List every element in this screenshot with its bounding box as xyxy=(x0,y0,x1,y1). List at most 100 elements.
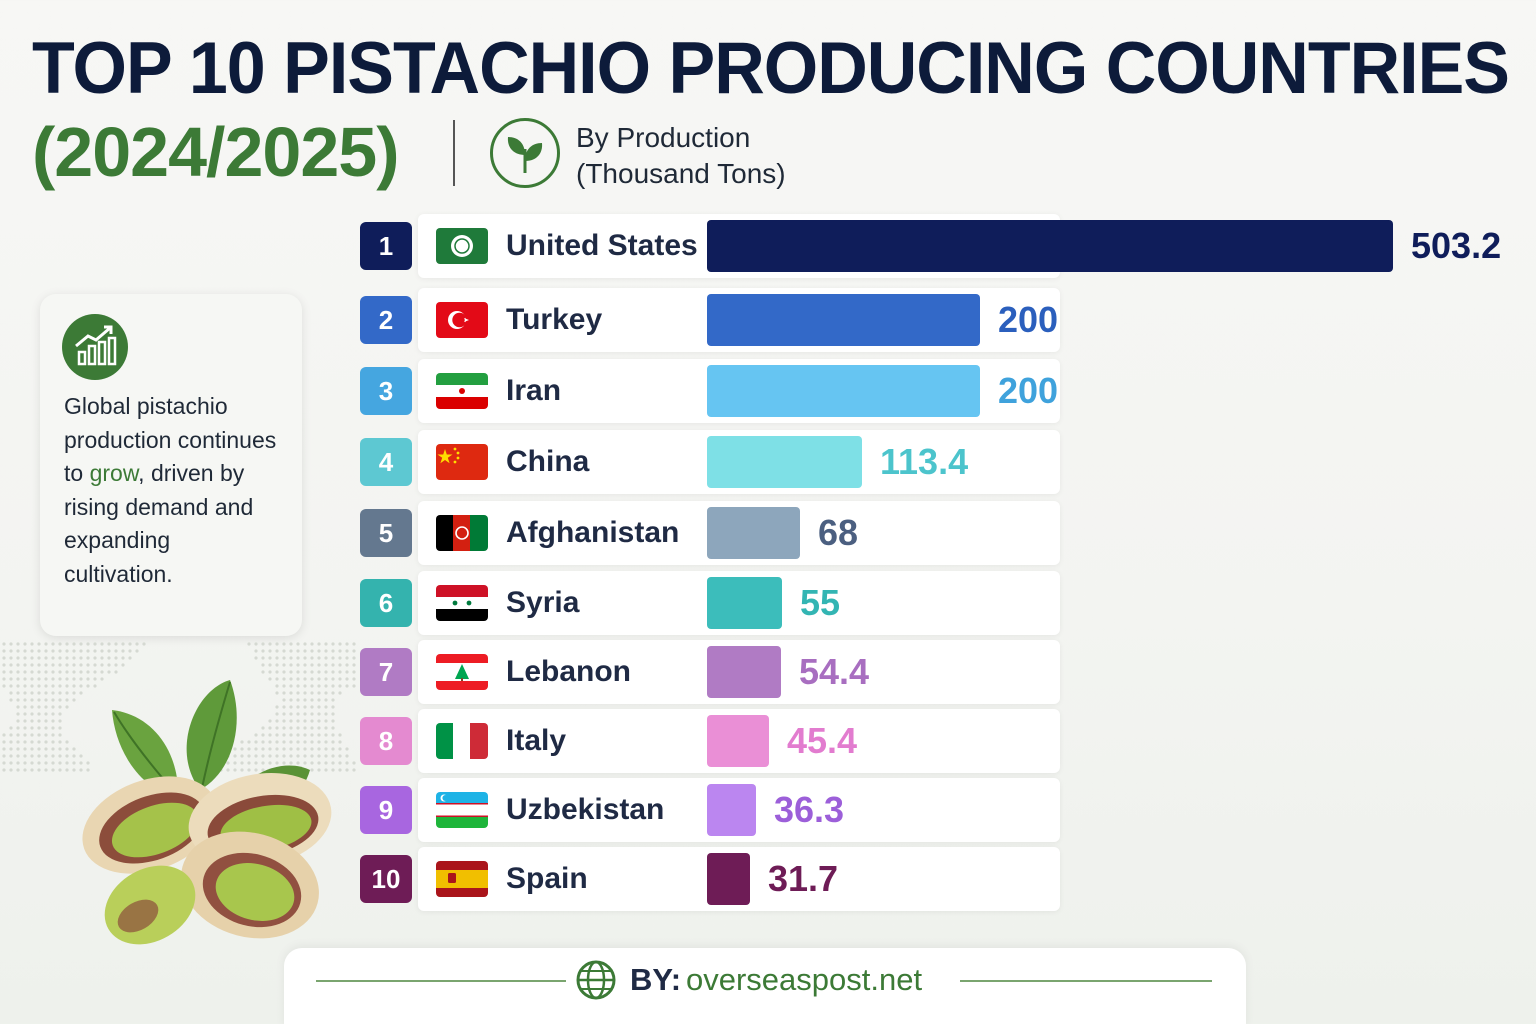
chart-row-italy: 8 Italy 45.4 xyxy=(360,709,1530,773)
map-dot xyxy=(86,768,90,772)
map-dot xyxy=(23,642,27,646)
map-dot xyxy=(51,754,55,758)
map-dot xyxy=(16,712,20,716)
map-dot xyxy=(310,677,314,681)
map-dot xyxy=(100,677,104,681)
map-dot xyxy=(58,712,62,716)
map-dot xyxy=(79,754,83,758)
map-dot xyxy=(331,726,335,730)
map-dot xyxy=(79,684,83,688)
chart-row-china: 4 China 113.4 xyxy=(360,430,1530,494)
map-dot xyxy=(310,684,314,688)
map-dot xyxy=(121,649,125,653)
map-dot xyxy=(289,691,293,695)
map-dot xyxy=(9,656,13,660)
flag-syria-icon xyxy=(436,585,488,621)
chart-row-iran: 3 Iran 200 xyxy=(360,359,1530,423)
map-dot xyxy=(303,754,307,758)
map-dot xyxy=(289,747,293,751)
map-dot xyxy=(289,719,293,723)
footer-site-link[interactable]: overseaspost.net xyxy=(686,962,923,997)
chart-row-turkey: 2 Turkey 200 xyxy=(360,288,1530,352)
map-dot xyxy=(233,761,237,765)
map-dot xyxy=(289,670,293,674)
map-dot xyxy=(2,684,6,688)
map-dot xyxy=(44,726,48,730)
map-dot xyxy=(275,733,279,737)
map-dot xyxy=(121,663,125,667)
map-dot xyxy=(345,677,349,681)
map-dot xyxy=(51,642,55,646)
map-dot xyxy=(65,698,69,702)
map-dot xyxy=(282,642,286,646)
map-dot xyxy=(310,768,314,772)
map-dot xyxy=(16,768,20,772)
map-dot xyxy=(65,670,69,674)
map-dot xyxy=(16,642,20,646)
map-dot xyxy=(310,670,314,674)
map-dot xyxy=(30,677,34,681)
map-dot xyxy=(44,768,48,772)
map-dot xyxy=(2,663,6,667)
map-dot xyxy=(282,677,286,681)
map-dot xyxy=(254,642,258,646)
map-dot xyxy=(121,656,125,660)
flag-afghanistan-icon xyxy=(436,515,488,551)
map-dot xyxy=(44,691,48,695)
map-dot xyxy=(65,642,69,646)
map-dot xyxy=(44,642,48,646)
map-dot xyxy=(261,754,265,758)
country-label: Turkey xyxy=(506,303,603,336)
map-dot xyxy=(100,642,104,646)
map-dot xyxy=(58,747,62,751)
chart-row-united-states: 1 United States 503.2 xyxy=(360,214,1530,278)
map-dot xyxy=(93,656,97,660)
map-dot xyxy=(296,719,300,723)
map-dot xyxy=(16,761,20,765)
map-dot xyxy=(282,740,286,744)
map-dot xyxy=(352,642,356,646)
map-dot xyxy=(107,649,111,653)
map-dot xyxy=(331,649,335,653)
map-dot xyxy=(254,656,258,660)
map-dot xyxy=(275,712,279,716)
map-dot xyxy=(261,649,265,653)
map-dot xyxy=(58,670,62,674)
map-dot xyxy=(310,719,314,723)
map-dot xyxy=(44,733,48,737)
map-dot xyxy=(317,733,321,737)
map-dot xyxy=(282,656,286,660)
map-dot xyxy=(261,768,265,772)
map-dot xyxy=(338,656,342,660)
map-dot xyxy=(247,754,251,758)
map-dot xyxy=(44,705,48,709)
map-dot xyxy=(324,761,328,765)
map-dot xyxy=(268,740,272,744)
map-dot xyxy=(331,733,335,737)
map-dot xyxy=(268,726,272,730)
map-dot xyxy=(268,747,272,751)
map-dot xyxy=(317,740,321,744)
map-dot xyxy=(324,768,328,772)
map-dot xyxy=(93,649,97,653)
map-dot xyxy=(30,768,34,772)
map-dot xyxy=(296,754,300,758)
map-dot xyxy=(282,649,286,653)
map-dot xyxy=(345,663,349,667)
map-dot xyxy=(93,663,97,667)
map-dot xyxy=(275,761,279,765)
map-dot xyxy=(317,670,321,674)
map-dot xyxy=(317,726,321,730)
map-dot xyxy=(72,684,76,688)
chart-row-lebanon: 7 Lebanon 54.4 xyxy=(360,640,1530,704)
map-dot xyxy=(324,691,328,695)
map-dot xyxy=(16,747,20,751)
country-label: Italy xyxy=(506,724,567,757)
data-label: 54.4 xyxy=(799,651,870,692)
map-dot xyxy=(275,747,279,751)
rank-badge: 9 xyxy=(360,786,412,834)
data-label: 113.4 xyxy=(880,441,969,482)
map-dot xyxy=(345,761,349,765)
map-dot xyxy=(338,733,342,737)
map-dot xyxy=(261,761,265,765)
